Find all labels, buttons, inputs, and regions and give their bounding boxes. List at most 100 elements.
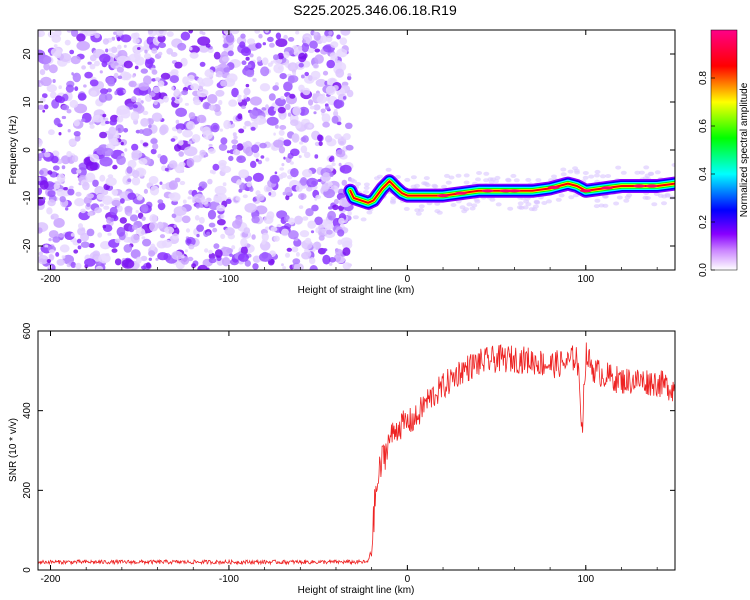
ridge-halo [525,202,532,207]
noise-blob [174,177,181,183]
noise-blob [50,47,63,57]
noise-blob [261,239,266,245]
noise-blob [246,181,253,188]
noise-blob [301,42,310,53]
noise-blob [53,217,65,228]
ridge-halo [450,203,457,207]
ridge-halo [568,195,575,200]
ridge-halo [644,196,651,200]
noise-blob [183,146,198,157]
noise-blob [184,102,189,106]
noise-blob [217,219,226,226]
noise-blob [347,73,352,77]
noise-blob [268,192,272,196]
noise-blob [141,216,146,221]
noise-blob [225,33,235,43]
noise-blob [259,83,271,92]
noise-blob [148,176,159,185]
noise-blob [322,254,331,265]
noise-blob [204,69,214,78]
noise-blob [329,172,334,177]
noise-blob [74,134,81,142]
noise-blob [164,226,175,234]
noise-blob [231,144,238,150]
noise-blob [132,37,140,44]
noise-blob [250,126,256,131]
noise-blob [189,52,199,59]
ridge-halo [613,201,620,206]
colorbar-tick-label: 0.6 [698,119,709,133]
noise-blob [171,96,176,102]
noise-blob [137,97,142,103]
noise-blob [99,131,108,139]
noise-blob [173,224,177,229]
noise-blob [58,233,65,238]
noise-blob [157,34,166,43]
noise-blob [336,100,345,108]
noise-blob [331,115,339,124]
noise-blob [240,47,252,56]
noise-blob [208,143,213,148]
noise-blob [228,99,238,107]
ridge-halo [574,170,581,175]
noise-blob [313,111,317,115]
snr-plot-area [38,342,675,566]
noise-blob [107,232,112,236]
noise-blob [181,90,188,96]
noise-blob [159,181,163,185]
noise-blob [78,210,90,221]
ridge-halo [494,175,501,180]
noise-blob [157,199,164,204]
noise-blob [88,243,95,248]
noise-blob [158,42,167,49]
noise-blob [86,203,91,207]
noise-blob [213,195,223,203]
noise-blob [277,106,286,114]
noise-blob [40,76,52,87]
noise-blob [131,96,137,103]
noise-blob [257,159,263,165]
noise-blob [289,161,294,165]
noise-blob [76,238,82,244]
noise-blob [213,243,220,249]
noise-blob [44,244,49,248]
ridge-halo [471,203,478,208]
noise-blob [116,36,121,42]
noise-blob [50,155,59,164]
noise-blob [56,173,66,183]
noise-blob [253,151,260,158]
noise-blob [38,104,45,110]
noise-blob [261,107,267,111]
noise-blob [325,85,336,96]
noise-blob [301,216,309,221]
noise-blob [116,226,126,237]
top-xtick-label: -100 [219,274,239,285]
noise-blob [208,257,217,264]
ridge-halo [455,173,462,178]
noise-blob [213,51,221,60]
noise-blob [322,70,329,76]
noise-blob [110,217,115,222]
noise-blob [345,144,354,151]
noise-blob [59,53,72,62]
noise-blob [267,62,273,67]
noise-blob [220,80,228,87]
noise-blob [244,203,257,213]
noise-blob [175,119,180,124]
noise-blob [328,257,336,263]
snr-panel: -200 -100 0 100 0 200 400 600 Height of straigh… [8,322,676,596]
ridge-hotspot [633,184,646,188]
noise-blob [249,186,254,192]
noise-blob [89,79,99,87]
noise-blob [343,133,351,141]
ridge-halo [634,170,641,175]
noise-blob [114,258,122,266]
ridge-halo [588,174,595,179]
noise-blob [135,209,139,214]
noise-blob [280,96,285,100]
noise-blob [218,143,228,151]
noise-blob [218,99,223,106]
noise-blob [105,48,109,53]
noise-blob [188,244,195,250]
